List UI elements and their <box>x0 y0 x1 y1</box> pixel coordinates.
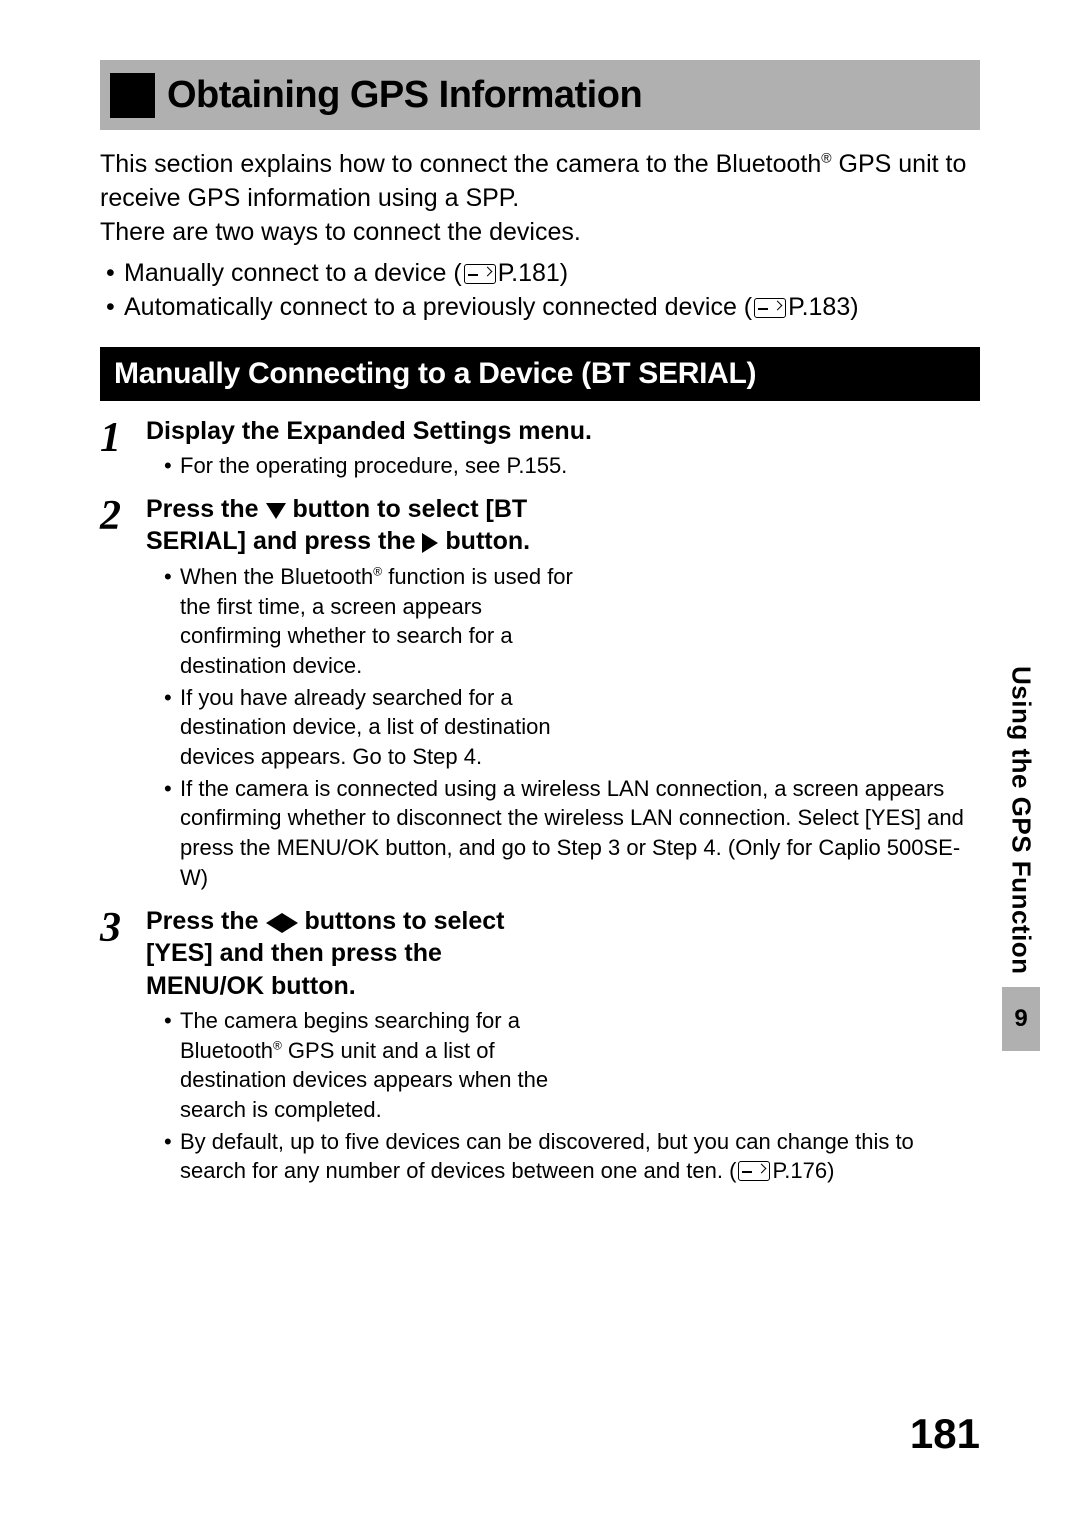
text: Press the <box>146 907 266 935</box>
page-ref-icon <box>738 1161 770 1181</box>
intro-line1a: This section explains how to connect the… <box>100 150 821 178</box>
step-bullets: • When the Bluetooth® function is used f… <box>164 562 980 893</box>
page-number: 181 <box>910 1410 980 1458</box>
bullet-text: Manually connect to a device ( P.181) <box>124 257 980 291</box>
heading-marker <box>110 73 155 118</box>
intro-bullet: • Manually connect to a device ( P.181) <box>106 257 980 291</box>
bullet-text: By default, up to five devices can be di… <box>180 1127 980 1186</box>
intro-paragraph: This section explains how to connect the… <box>100 148 980 249</box>
right-arrow-icon <box>282 913 298 933</box>
page-ref: P.181 <box>498 259 560 287</box>
step-body: Press the button to select [BT SERIAL] a… <box>146 493 980 895</box>
text: button. <box>438 527 530 555</box>
step-bullet: • The camera begins searching for a Blue… <box>164 1006 980 1125</box>
step-3: 3 Press the buttons to select [YES] and … <box>100 905 980 1189</box>
text: When the Bluetooth <box>180 564 373 589</box>
bullet-dot: • <box>106 257 124 291</box>
bullet-text: If you have already searched for a desti… <box>180 683 980 772</box>
left-arrow-icon <box>266 913 282 933</box>
text: ) <box>850 293 858 321</box>
bullet-dot: • <box>164 562 180 681</box>
section-label: Using the GPS Function <box>1004 660 1039 981</box>
bullet-text: Automatically connect to a previously co… <box>124 291 980 325</box>
intro-bullet-list: • Manually connect to a device ( P.181) •… <box>106 257 980 325</box>
step-number: 3 <box>100 905 146 1189</box>
page-ref-icon <box>754 298 786 318</box>
step-2: 2 Press the button to select [BT SERIAL]… <box>100 493 980 895</box>
step-bullet: • For the operating procedure, see P.155… <box>164 451 980 481</box>
bullet-dot: • <box>164 774 180 893</box>
step-number: 2 <box>100 493 146 895</box>
bullet-dot: • <box>106 291 124 325</box>
step-bullets: • The camera begins searching for a Blue… <box>164 1006 980 1186</box>
bullet-dot: • <box>164 451 180 481</box>
text: ) <box>827 1158 834 1183</box>
step-body: Display the Expanded Settings menu. • Fo… <box>146 415 980 483</box>
sub-heading: Manually Connecting to a Device (BT SERI… <box>100 347 980 401</box>
bullet-dot: • <box>164 1127 180 1186</box>
step-title: Display the Expanded Settings menu. <box>146 415 980 448</box>
step-bullet: • By default, up to five devices can be … <box>164 1127 980 1186</box>
text: Manually connect to a device ( <box>124 259 462 287</box>
bullet-text: For the operating procedure, see P.155. <box>180 451 980 481</box>
step-bullets: • For the operating procedure, see P.155… <box>164 451 980 481</box>
intro-line2: There are two ways to connect the device… <box>100 218 581 246</box>
main-heading: Obtaining GPS Information <box>167 74 642 117</box>
step-number: 1 <box>100 415 146 483</box>
bullet-text: The camera begins searching for a Blueto… <box>180 1006 580 1125</box>
bullet-dot: • <box>164 1006 180 1125</box>
manual-page: Obtaining GPS Information This section e… <box>0 0 1080 1528</box>
text: ) <box>560 259 568 287</box>
chapter-number: 9 <box>1002 987 1040 1051</box>
text: Press the <box>146 495 266 523</box>
side-tab: Using the GPS Function 9 <box>1002 660 1040 1051</box>
step-bullet: • If the camera is connected using a wir… <box>164 774 980 893</box>
page-ref: P.176 <box>772 1158 827 1183</box>
step-title: Press the button to select [BT SERIAL] a… <box>146 493 566 558</box>
bullet-text: When the Bluetooth® function is used for… <box>180 562 580 681</box>
down-arrow-icon <box>266 503 286 519</box>
registered-mark: ® <box>373 565 382 579</box>
step-bullet: • If you have already searched for a des… <box>164 683 980 772</box>
registered-mark: ® <box>273 1038 282 1052</box>
registered-mark: ® <box>821 150 831 166</box>
main-heading-bar: Obtaining GPS Information <box>100 60 980 130</box>
step-body: Press the buttons to select [YES] and th… <box>146 905 980 1189</box>
bullet-text: If the camera is connected using a wirel… <box>180 774 980 893</box>
page-ref-icon <box>464 264 496 284</box>
step-bullet: • When the Bluetooth® function is used f… <box>164 562 980 681</box>
step-title: Press the buttons to select [YES] and th… <box>146 905 566 1003</box>
page-ref: P.183 <box>788 293 850 321</box>
text: If you have already searched for a desti… <box>180 683 580 772</box>
bullet-dot: • <box>164 683 180 772</box>
text: Automatically connect to a previously co… <box>124 293 752 321</box>
intro-bullet: • Automatically connect to a previously … <box>106 291 980 325</box>
right-arrow-icon <box>422 533 438 553</box>
step-1: 1 Display the Expanded Settings menu. • … <box>100 415 980 483</box>
